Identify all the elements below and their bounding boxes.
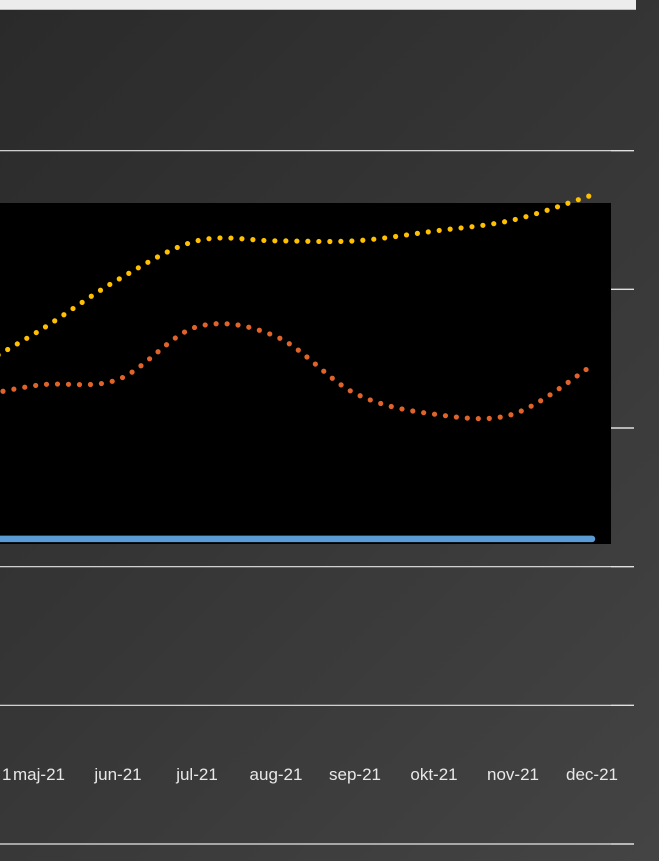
plot-area [0,203,611,544]
series-layer [0,192,596,543]
axis-ticks [611,150,634,845]
window-top-strip [0,0,636,10]
x-tick-label: sep-21 [329,765,381,784]
x-tick-label: okt-21 [410,765,457,784]
x-tick-label: jul-21 [175,765,218,784]
x-tick-label: aug-21 [250,765,303,784]
x-tick-label: jun-21 [93,765,141,784]
series-line-1 [0,192,595,357]
x-axis-labels: 1 maj-21 jun-21 jul-21 aug-21 sep-21 okt-21 nov… [2,765,618,784]
x-tick-label: maj-21 [13,765,65,784]
series-line-2 [0,321,595,422]
x-tick-label: 1 [2,765,11,784]
x-tick-label: dec-21 [566,765,618,784]
x-tick-label: nov-21 [487,765,539,784]
